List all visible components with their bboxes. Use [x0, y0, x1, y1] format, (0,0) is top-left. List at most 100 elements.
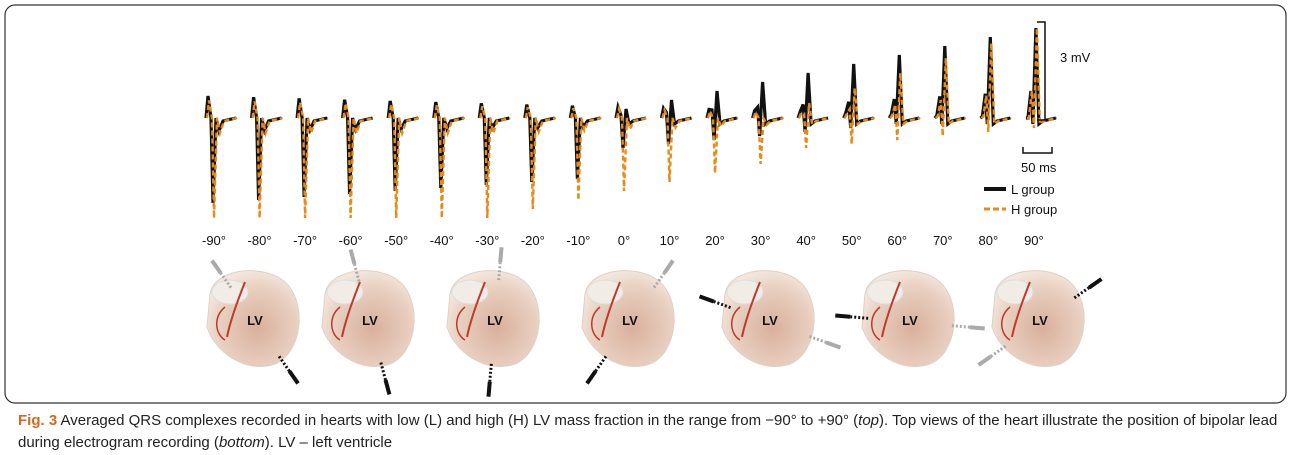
traces — [204, 27, 1058, 219]
angle-label: -70° — [293, 233, 317, 248]
trace-l — [568, 105, 601, 180]
angle-label: 80° — [979, 233, 999, 248]
angle-label: 40° — [796, 233, 816, 248]
heart-label: LV — [247, 313, 263, 328]
caption-text: ). Top views of the heart illustrate the… — [18, 412, 1278, 451]
lead-dots — [379, 362, 387, 381]
trace-l — [887, 54, 920, 128]
trace-h — [570, 107, 602, 201]
lead-dots — [989, 344, 1007, 358]
angle-label: 20° — [705, 233, 725, 248]
vessel — [466, 281, 486, 338]
lead — [1088, 277, 1103, 290]
trace-h — [342, 103, 374, 219]
vessel — [1011, 281, 1031, 338]
angle-label: -60° — [339, 233, 363, 248]
trace-l — [751, 81, 783, 137]
heart: LV — [321, 249, 415, 395]
angle-label: -30° — [475, 233, 499, 248]
trace-l — [659, 99, 692, 145]
lead — [287, 370, 300, 385]
angle-label: 30° — [751, 233, 771, 248]
vessel — [731, 306, 741, 341]
atrium — [866, 279, 904, 305]
trace-h — [296, 102, 329, 219]
trace-h — [797, 102, 830, 149]
heart: LV — [446, 247, 540, 397]
caption-emphasis: top — [858, 412, 880, 429]
vessel — [1001, 306, 1011, 341]
heart: LV — [206, 259, 300, 385]
atrium — [726, 279, 764, 305]
lead — [585, 370, 598, 385]
lead — [662, 259, 675, 274]
trace-h — [980, 42, 1012, 133]
vessel — [601, 281, 621, 338]
atrium — [586, 279, 624, 305]
lead — [348, 249, 357, 265]
lead-dots — [497, 262, 502, 281]
trace-h — [615, 104, 648, 192]
lead-dots — [353, 263, 361, 282]
trace-l — [933, 45, 966, 128]
trace-h — [388, 104, 420, 219]
heart-label: LV — [487, 313, 503, 328]
trace-h — [205, 100, 238, 219]
angle-label: -40° — [430, 233, 454, 248]
lead-dots — [713, 300, 732, 310]
trace-l — [477, 102, 510, 186]
trace-h — [479, 106, 511, 219]
lead — [210, 259, 223, 274]
angle-label: 0° — [618, 233, 630, 248]
lead — [977, 354, 992, 367]
angle-label: -10° — [566, 233, 590, 248]
lead — [498, 247, 504, 263]
hearts: LV LV LV LV LV LV LV — [206, 247, 1103, 397]
caption-emphasis: bottom — [218, 434, 265, 451]
angle-label: -90° — [202, 233, 226, 248]
angle-label: 10° — [660, 233, 680, 248]
figure: LV LV LV LV LV LV LV 3 mV 50 ms L group H grou… — [4, 4, 1287, 404]
caption: Fig. 3 Averaged QRS complexes recorded i… — [18, 410, 1280, 454]
caption-text: ). LV – left ventricle — [264, 434, 393, 451]
atrium — [451, 279, 489, 305]
heart: LV — [698, 270, 842, 367]
vessel — [741, 281, 761, 338]
lead — [698, 294, 715, 304]
heart: LV — [581, 259, 675, 385]
vessel — [456, 306, 466, 341]
caption-label: Fig. 3 — [18, 412, 58, 429]
heart-label: LV — [762, 313, 778, 328]
trace-h — [843, 87, 875, 145]
heart: LV — [977, 270, 1103, 367]
lead-dots — [1073, 286, 1091, 300]
lead — [383, 379, 392, 395]
trace-l — [386, 100, 419, 192]
angle-label: -50° — [384, 233, 408, 248]
angle-label: -20° — [521, 233, 545, 248]
lead-dots — [277, 355, 291, 373]
trace-h — [433, 105, 466, 219]
lead-dots — [850, 315, 869, 320]
atrium — [996, 279, 1034, 305]
time-scale-label: 50 ms — [1021, 160, 1057, 175]
trace-h — [752, 109, 784, 165]
voltage-scale-label: 3 mV — [1060, 50, 1091, 65]
heart: LV — [835, 270, 985, 367]
atrium — [326, 279, 364, 305]
trace-l — [432, 101, 465, 189]
vessel — [881, 281, 901, 338]
lead — [486, 381, 492, 397]
trace-h — [706, 107, 739, 174]
caption-text: Averaged QRS complexes recorded in heart… — [57, 412, 859, 429]
time-scale-bar — [1022, 147, 1053, 154]
angle-label: 90° — [1024, 233, 1044, 248]
lead — [969, 325, 985, 331]
trace-h — [889, 72, 921, 141]
vessel — [871, 306, 881, 341]
angle-label: 60° — [887, 233, 907, 248]
legend-label: H group — [1011, 202, 1057, 217]
voltage-scale-bar — [1037, 21, 1046, 121]
trace-h — [1026, 27, 1058, 129]
atrium — [211, 279, 249, 305]
